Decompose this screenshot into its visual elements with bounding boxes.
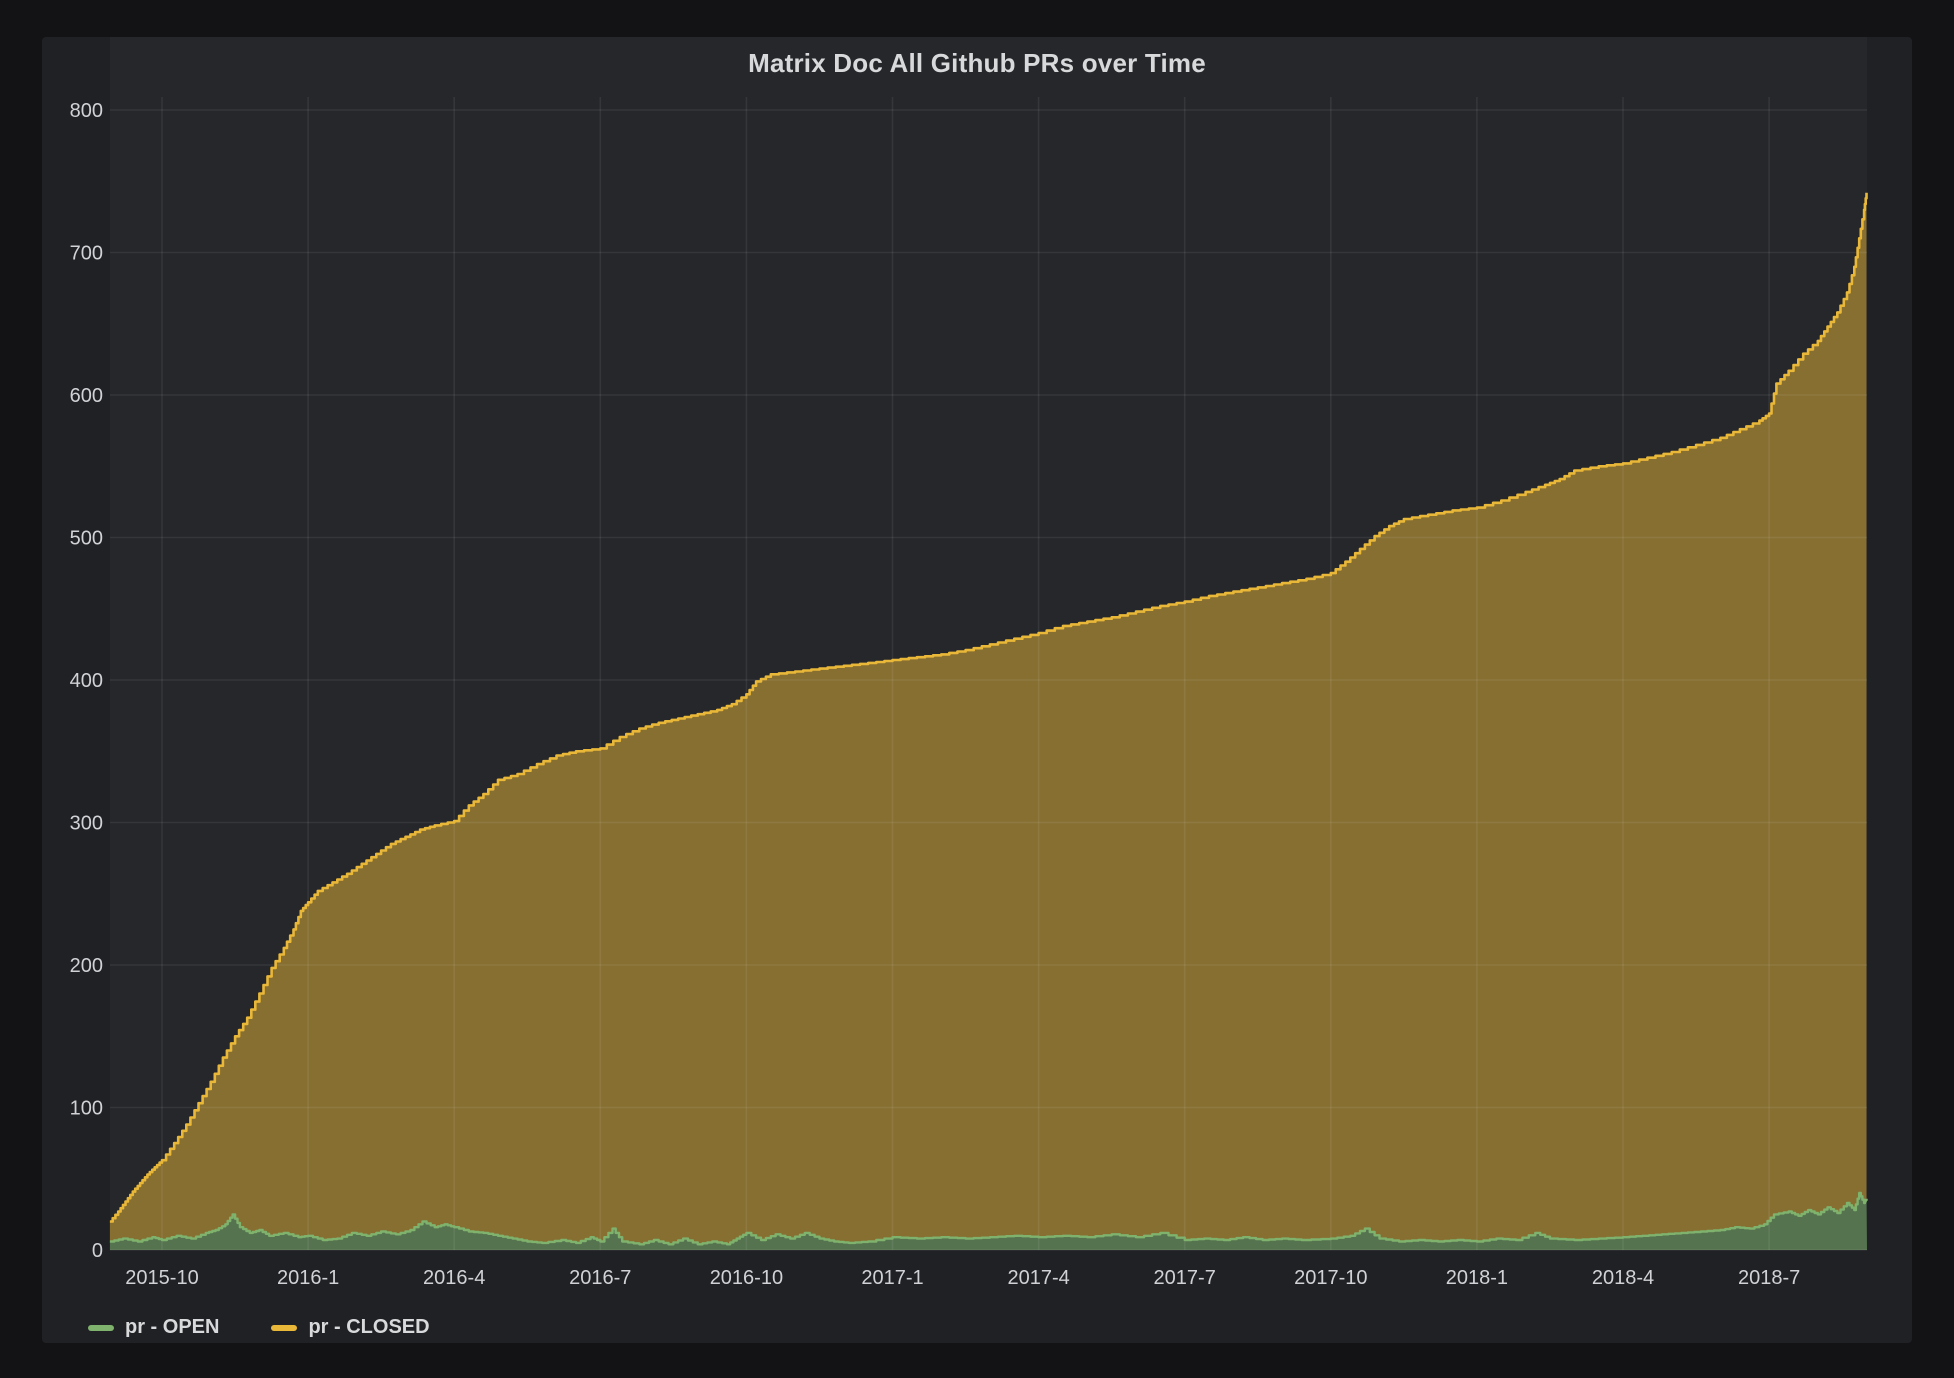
x-tick-label: 2018-4 [1592, 1267, 1654, 1289]
open-series-swatch-icon [88, 1324, 114, 1331]
legend: pr - OPEN pr - CLOSED [88, 1316, 430, 1339]
x-tick-label: 2016-10 [710, 1267, 783, 1289]
x-tick-label: 2017-4 [1007, 1267, 1069, 1289]
x-tick-label: 2016-7 [569, 1267, 631, 1289]
x-tick-label: 2017-7 [1154, 1267, 1216, 1289]
y-tick-label: 0 [92, 1240, 103, 1262]
y-axis-tick-labels: 0 100 200 300 400 500 600 700 800 [70, 100, 103, 1262]
y-tick-label: 600 [70, 385, 103, 407]
x-tick-label: 2017-1 [861, 1267, 923, 1289]
panel-title[interactable]: Matrix Doc All Github PRs over Time [748, 48, 1206, 78]
y-tick-label: 400 [70, 670, 103, 692]
closed-series-line [109, 192, 1868, 1223]
gridlines [110, 97, 1867, 1251]
legend-label-open[interactable]: pr - OPEN [125, 1316, 220, 1338]
legend-item-open[interactable]: pr - OPEN [88, 1316, 219, 1339]
y-tick-label: 500 [70, 528, 103, 550]
y-tick-label: 200 [70, 955, 103, 977]
x-tick-label: 2015-10 [125, 1267, 198, 1289]
y-tick-label: 300 [70, 813, 103, 835]
x-tick-label: 2017-10 [1294, 1267, 1367, 1289]
closed-area-fill [109, 192, 1867, 1245]
x-tick-label: 2016-4 [423, 1267, 485, 1289]
series-lines [109, 192, 1868, 1246]
x-tick-label: 2018-7 [1738, 1267, 1800, 1289]
legend-item-closed[interactable]: pr - CLOSED [271, 1316, 430, 1339]
x-axis-tick-labels: 2015-10 2016-1 2016-4 2016-7 2016-10 2017-1 20… [125, 1267, 1800, 1289]
y-tick-label: 700 [70, 243, 103, 265]
x-tick-label: 2016-1 [277, 1267, 339, 1289]
closed-series-swatch-icon [271, 1324, 298, 1331]
y-tick-label: 800 [70, 100, 103, 122]
open-series-line [109, 1191, 1868, 1246]
y-tick-label: 100 [70, 1098, 103, 1120]
area-fills [109, 192, 1867, 1250]
x-tick-label: 2018-1 [1446, 1267, 1508, 1289]
legend-label-closed[interactable]: pr - CLOSED [308, 1316, 430, 1338]
